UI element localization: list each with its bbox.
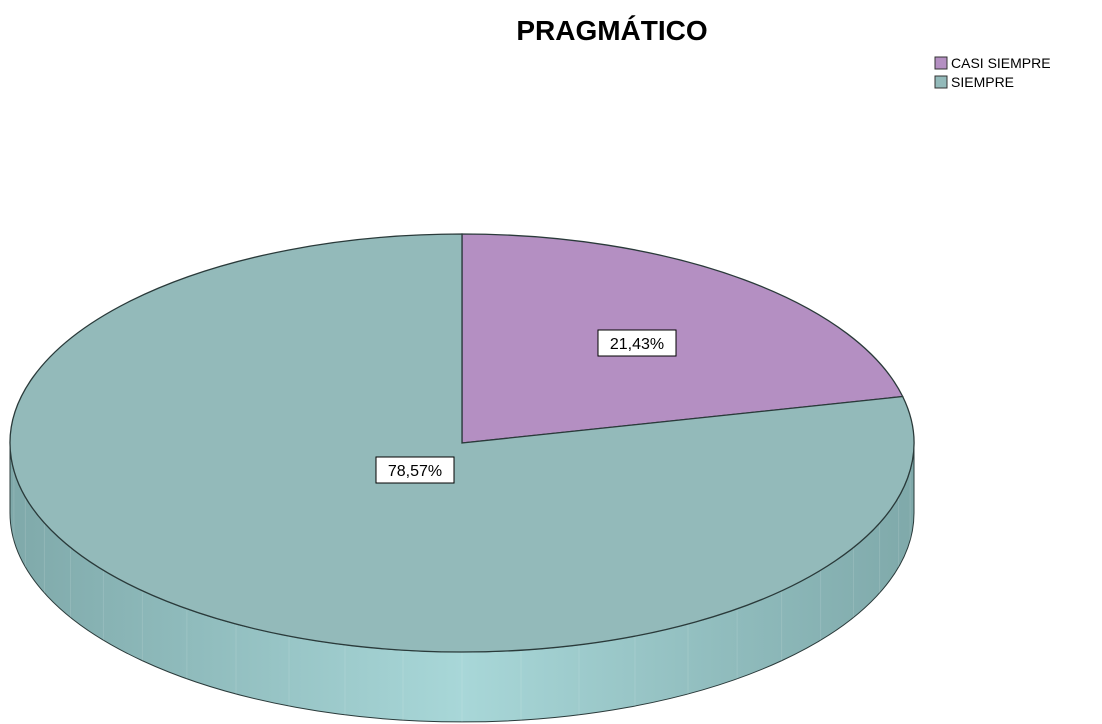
data-label-casi-siempre: 21,43% [597, 329, 677, 357]
data-label-text: 21,43% [610, 336, 664, 353]
legend-swatch-casi-siempre [934, 56, 948, 70]
data-label-text: 78,57% [388, 463, 442, 480]
legend-label-casi-siempre: CASI SIEMPRE [951, 55, 1051, 71]
legend-label-siempre: SIEMPRE [951, 74, 1014, 90]
chart-title: PRAGMÁTICO [516, 15, 707, 46]
pie-slice-siempre [9, 233, 915, 653]
data-label-box [375, 456, 455, 484]
data-label-siempre: 78,57% [375, 456, 455, 484]
data-labels: 21,43% 78,57% [375, 329, 677, 484]
legend-swatch-siempre [934, 75, 948, 89]
data-label-box [597, 329, 677, 357]
pie [9, 233, 915, 723]
legend: CASI SIEMPRE SIEMPRE [934, 55, 1051, 90]
pie-slice-casi-siempre [461, 233, 904, 444]
